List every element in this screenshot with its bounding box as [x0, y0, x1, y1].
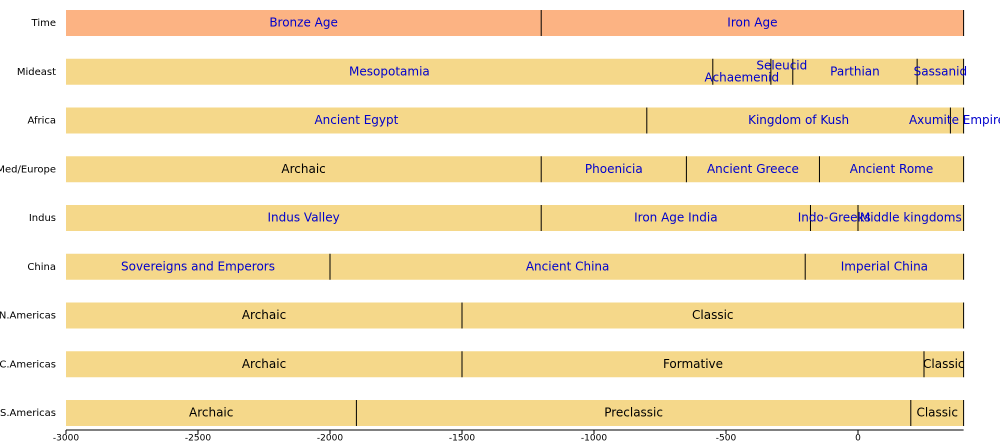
period-link[interactable]: Mesopotamia [349, 64, 430, 78]
period-bar [910, 400, 964, 426]
period-link[interactable]: Achaemenid [705, 70, 780, 84]
period-link[interactable]: Kingdom of Kush [748, 113, 849, 127]
period-link[interactable]: Ancient Rome [850, 162, 933, 176]
period-link[interactable]: Middle kingdoms [860, 211, 962, 225]
period-bar [462, 351, 924, 378]
period-label: Preclassic [604, 406, 663, 420]
row-label: Med/Europe [0, 164, 56, 175]
x-tick-label: -1000 [581, 434, 607, 444]
period-bar [858, 205, 964, 231]
period-bar [646, 107, 951, 134]
period-bar [712, 58, 771, 85]
period-bar [792, 58, 918, 85]
period-link[interactable]: Iron Age India [634, 211, 717, 225]
x-tick-label: -500 [716, 434, 737, 444]
period-link[interactable]: Phoenicia [585, 162, 643, 176]
period-bar [819, 156, 964, 183]
period-bar [66, 10, 542, 36]
period-link[interactable]: Indus Valley [267, 211, 339, 225]
period-bar [66, 400, 357, 426]
period-bar [66, 58, 713, 85]
period-bar [950, 107, 964, 134]
period-bar [462, 302, 964, 329]
period-label: Archaic [189, 406, 233, 420]
period-bar [541, 10, 964, 36]
period-bar [66, 156, 542, 183]
x-tick-label: -1500 [449, 434, 475, 444]
period-label: Classic [916, 406, 958, 420]
period-label: Classic [692, 308, 734, 322]
x-tick-label: -3000 [53, 434, 79, 444]
period-link[interactable]: Ancient China [526, 259, 610, 273]
period-bar [66, 107, 647, 134]
period-bar [66, 302, 462, 329]
period-link[interactable]: Ancient Greece [707, 162, 799, 176]
period-bar [805, 253, 964, 280]
period-bar [770, 58, 793, 85]
period-label: Archaic [242, 308, 286, 322]
period-bar [66, 351, 462, 378]
period-bar [541, 205, 811, 231]
period-bar [330, 253, 806, 280]
row-label: Time [31, 18, 56, 29]
period-label: Archaic [242, 357, 286, 371]
period-label: Classic [923, 357, 965, 371]
period-link[interactable]: Indo-Greeks [798, 211, 871, 225]
period-bar [686, 156, 820, 183]
period-link[interactable]: Iron Age [727, 16, 777, 30]
period-link[interactable]: Imperial China [841, 259, 928, 273]
x-tick-label: -2500 [185, 434, 211, 444]
period-link[interactable]: Bronze Age [269, 16, 338, 30]
period-bar [66, 205, 542, 231]
row-label: Africa [27, 116, 56, 127]
period-link[interactable]: Sassanid [914, 64, 967, 78]
row-label: C.Americas [0, 359, 56, 370]
period-link[interactable]: Seleucid [756, 58, 807, 72]
row-label: N.Americas [0, 311, 56, 322]
period-bar [924, 351, 964, 378]
period-bar [810, 205, 858, 231]
x-tick-label: 0 [855, 434, 861, 444]
period-bar [66, 253, 330, 280]
row-label: S.Americas [0, 408, 56, 419]
period-bar [356, 400, 911, 426]
x-tick-label: -2000 [317, 434, 343, 444]
period-label: Archaic [281, 162, 325, 176]
period-link[interactable]: Axumite Empire [909, 113, 1000, 127]
period-bar [917, 58, 964, 85]
row-label: China [27, 262, 56, 273]
period-link[interactable]: Parthian [830, 64, 880, 78]
period-bar [541, 156, 687, 183]
period-label: Formative [663, 357, 723, 371]
period-link[interactable]: Sovereigns and Emperors [121, 259, 275, 273]
row-label: Indus [29, 213, 56, 224]
row-label: Mideast [17, 67, 56, 78]
period-link[interactable]: Ancient Egypt [314, 113, 398, 127]
